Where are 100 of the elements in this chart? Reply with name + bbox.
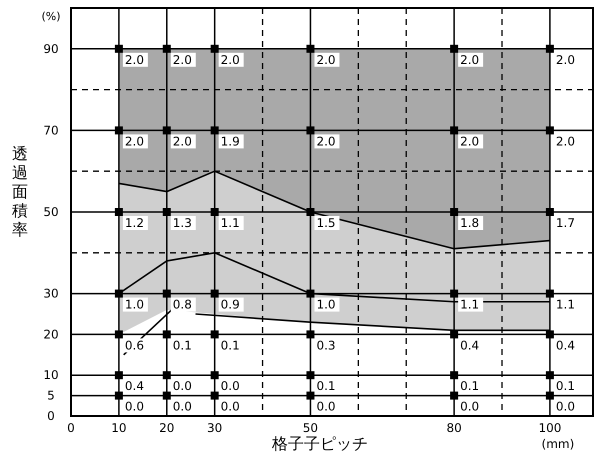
annotation: 0.0 xyxy=(124,400,144,414)
annotation: 2.0 xyxy=(460,134,480,148)
annotation: 2.0 xyxy=(316,52,336,67)
point xyxy=(210,126,219,134)
point xyxy=(450,290,458,298)
point xyxy=(114,371,123,380)
annotation: 0.6 xyxy=(124,338,144,352)
point xyxy=(450,371,458,380)
y-tick-label: 0 xyxy=(47,409,55,423)
annotation: 0.4 xyxy=(556,338,575,352)
annotation: 0.1 xyxy=(316,379,336,394)
point xyxy=(162,208,171,216)
point xyxy=(210,290,219,298)
annotation: 1.0 xyxy=(124,298,144,312)
annotation: 1.7 xyxy=(556,216,575,230)
point xyxy=(450,392,458,400)
x-tick-label: 0 xyxy=(67,421,75,435)
x-tick-label: 30 xyxy=(207,421,222,435)
annotation: 2.0 xyxy=(172,134,192,148)
annotation: 2.0 xyxy=(460,52,480,67)
annotation: 2.0 xyxy=(220,52,240,67)
point xyxy=(450,208,458,216)
point xyxy=(114,392,123,400)
y-tick-label: 70 xyxy=(43,123,59,138)
point xyxy=(114,208,123,216)
annotation: 2.0 xyxy=(172,52,192,67)
point xyxy=(162,290,171,298)
annotation: 0.1 xyxy=(460,379,480,394)
point xyxy=(546,392,554,400)
y-axis-title: 透過面積率 xyxy=(12,144,28,239)
x-tick-label: 80 xyxy=(446,421,462,435)
point xyxy=(546,330,554,338)
annotation: 2.0 xyxy=(124,134,144,148)
x-tick-label: 50 xyxy=(302,421,318,435)
annotation: 1.3 xyxy=(172,216,192,230)
point xyxy=(546,126,554,134)
annotation: 1.8 xyxy=(460,216,480,230)
annotation: 2.0 xyxy=(556,52,575,67)
annotation: 1.5 xyxy=(316,216,336,230)
annotation: 0.3 xyxy=(316,338,336,352)
point xyxy=(162,330,171,338)
point xyxy=(210,330,219,338)
text: (%) xyxy=(41,10,61,23)
point xyxy=(210,44,219,53)
annotation: 1.9 xyxy=(220,134,240,148)
y-tick-label: 50 xyxy=(43,205,59,219)
point xyxy=(450,126,458,134)
x-axis-title: 格子子ピッチ xyxy=(271,434,368,453)
x-tick-label: 20 xyxy=(159,421,174,435)
annotation: 0.1 xyxy=(556,379,575,394)
y-tick-label: 30 xyxy=(43,286,59,301)
point xyxy=(306,44,314,53)
annotation: 0.0 xyxy=(460,400,480,414)
annotation: 0.1 xyxy=(220,338,240,352)
point xyxy=(546,371,554,380)
x-tick-label: 100 xyxy=(538,421,562,435)
point xyxy=(306,392,314,400)
annotation: 1.0 xyxy=(316,298,336,312)
point xyxy=(306,371,314,380)
point xyxy=(114,330,123,338)
annotation: 2.0 xyxy=(124,52,144,67)
annotation: 0.0 xyxy=(556,400,575,414)
point xyxy=(162,44,171,53)
y-tick-label: 20 xyxy=(43,327,59,342)
point xyxy=(546,290,554,298)
annotation: 0.0 xyxy=(316,400,336,414)
point xyxy=(210,392,219,400)
annotation: 0.4 xyxy=(124,379,144,394)
annotation: 1.1 xyxy=(460,298,480,312)
point xyxy=(450,330,458,338)
annotation: 2.0 xyxy=(556,134,575,148)
annotation: 1.1 xyxy=(220,216,240,230)
point xyxy=(546,208,554,216)
point xyxy=(162,392,171,400)
point xyxy=(162,126,171,134)
point xyxy=(162,371,171,380)
y-tick-label: 90 xyxy=(43,42,59,56)
point xyxy=(306,330,314,338)
text: (mm) xyxy=(542,437,574,451)
point xyxy=(306,126,314,134)
point xyxy=(114,290,123,298)
annotation: 0.4 xyxy=(460,338,480,352)
annotation: 0.8 xyxy=(172,298,192,312)
point xyxy=(114,126,123,134)
annotation: 0.0 xyxy=(220,400,240,414)
point xyxy=(450,44,458,53)
point xyxy=(210,371,219,380)
annotation: 0.0 xyxy=(172,400,192,414)
point xyxy=(306,290,314,298)
point xyxy=(210,208,219,216)
annotation: 0.0 xyxy=(220,379,240,394)
y-tick-label: 5 xyxy=(47,388,55,403)
annotation: 1.1 xyxy=(556,298,575,312)
annotation: 0.1 xyxy=(172,338,192,352)
y-tick-label: 10 xyxy=(43,368,59,382)
annotation: 2.0 xyxy=(316,134,336,148)
annotation: 0.9 xyxy=(220,298,240,312)
point xyxy=(306,208,314,216)
annotation: 0.0 xyxy=(172,379,192,394)
x-tick-label: 10 xyxy=(111,421,127,435)
